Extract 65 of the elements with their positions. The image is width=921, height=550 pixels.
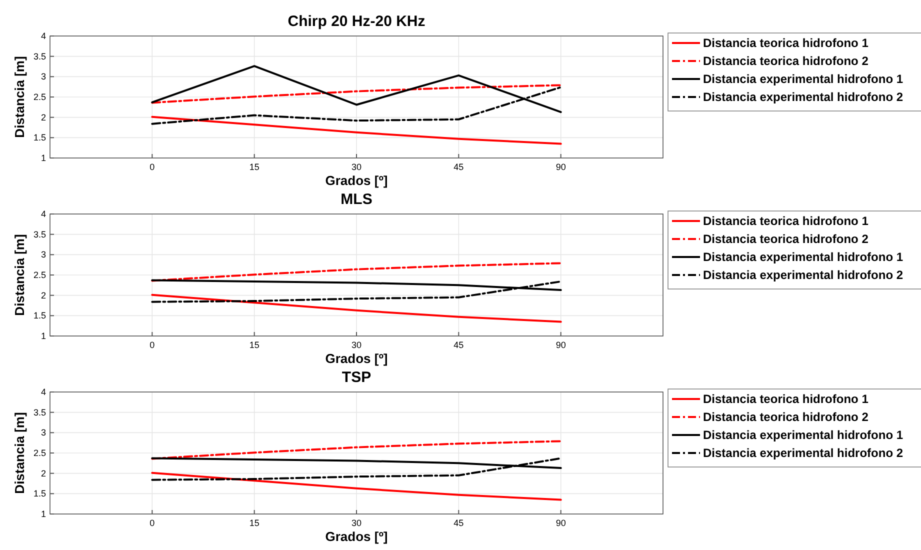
y-tick-label: 1: [40, 331, 46, 341]
y-tick-label: 3: [40, 428, 46, 438]
legend-label: Distancia experimental hidrofono 1: [703, 72, 904, 86]
line-series: [151, 84, 562, 104]
x-tick-label: 90: [556, 162, 566, 172]
legend-label: Distancia teorica hidrofono 2: [703, 410, 869, 424]
x-tick-label: 0: [150, 518, 155, 528]
line-series: [151, 116, 562, 145]
x-tick-label: 0: [150, 340, 155, 350]
y-axis-title: Distancia [m]: [12, 412, 27, 494]
legend-label: Distancia teorica hidrofono 1: [703, 36, 869, 50]
x-tick-label: 90: [556, 518, 566, 528]
x-tick-label: 0: [150, 162, 155, 172]
y-axis-title: Distancia [m]: [12, 234, 27, 316]
y-tick-label: 1: [40, 153, 46, 163]
legend-label: Distancia experimental hidrofono 2: [703, 90, 904, 104]
x-tick-label: 45: [454, 162, 464, 172]
legend-label: Distancia experimental hidrofono 2: [703, 446, 904, 460]
line-series: [151, 294, 562, 323]
y-tick-label: 2.5: [33, 270, 46, 280]
line-series: [151, 472, 562, 501]
y-tick-label: 3.5: [33, 51, 46, 62]
y-tick-label: 4: [40, 31, 46, 41]
line-series: [151, 457, 562, 481]
y-tick-label: 3.5: [33, 229, 46, 240]
x-tick-label: 15: [249, 518, 260, 528]
x-tick-label: 30: [351, 518, 362, 528]
y-tick-label: 2: [40, 112, 46, 122]
x-tick-label: 45: [454, 340, 464, 350]
legend-label: Distancia teorica hidrofono 1: [703, 392, 869, 406]
line-series: [151, 280, 562, 303]
y-tick-label: 2.5: [33, 92, 46, 102]
y-tick-label: 2.5: [33, 448, 46, 458]
y-tick-label: 1.5: [33, 310, 46, 321]
line-series: [151, 440, 562, 460]
chart-title: MLS: [340, 191, 372, 208]
chart-title: Chirp 20 Hz-20 KHz: [288, 13, 426, 30]
y-axis-title: Distancia [m]: [12, 56, 27, 138]
legend-label: Distancia experimental hidrofono 1: [703, 250, 904, 264]
x-tick-label: 90: [556, 340, 566, 350]
x-tick-label: 15: [249, 162, 260, 172]
x-axis-title: Grados [º]: [325, 173, 388, 188]
line-series: [151, 262, 562, 282]
x-axis-title: Grados [º]: [325, 529, 388, 544]
y-tick-label: 2: [40, 468, 46, 478]
legend-label: Distancia experimental hidrofono 2: [703, 268, 904, 282]
legend-label: Distancia experimental hidrofono 1: [703, 428, 904, 442]
chart-title: TSP: [342, 369, 372, 386]
y-tick-label: 1: [40, 509, 46, 519]
y-tick-label: 2: [40, 290, 46, 300]
y-tick-label: 3.5: [33, 407, 46, 418]
legend-label: Distancia teorica hidrofono 1: [703, 214, 869, 228]
x-tick-label: 30: [351, 340, 362, 350]
legend-label: Distancia teorica hidrofono 2: [703, 232, 869, 246]
y-tick-label: 4: [40, 387, 46, 397]
y-tick-label: 1.5: [33, 132, 46, 143]
y-tick-label: 4: [40, 209, 46, 219]
y-tick-label: 3: [40, 72, 46, 82]
x-tick-label: 45: [454, 518, 464, 528]
x-tick-label: 15: [249, 340, 260, 350]
y-tick-label: 1.5: [33, 488, 46, 499]
x-axis-title: Grados [º]: [325, 351, 388, 366]
legend-label: Distancia teorica hidrofono 2: [703, 54, 869, 68]
y-tick-label: 3: [40, 250, 46, 260]
x-tick-label: 30: [351, 162, 362, 172]
